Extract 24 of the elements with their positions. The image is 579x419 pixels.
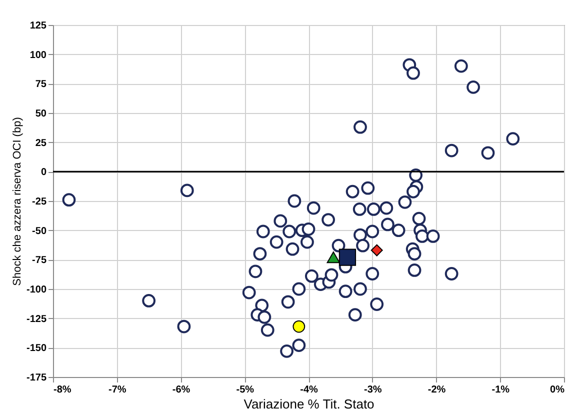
- y-tick-label: 0: [40, 167, 47, 178]
- x-tick-label: -7%: [108, 384, 126, 396]
- y-tick-label: -50: [32, 226, 47, 237]
- x-tick-label: -1%: [492, 384, 510, 396]
- x-tick-label: -4%: [300, 384, 318, 396]
- x-tick-label: -3%: [364, 384, 382, 396]
- x-tick-label: -5%: [236, 384, 254, 396]
- y-tick-label: -150: [26, 343, 47, 354]
- x-axis-title: Variazione % Tit. Stato: [244, 396, 374, 412]
- x-tick-label: -2%: [428, 384, 446, 396]
- y-tick-label: 75: [35, 79, 47, 90]
- y-tick-label: 50: [35, 108, 47, 120]
- x-tick-label: -8%: [54, 384, 72, 396]
- y-axis-title: Shock che azzera riserva OCI (bp): [11, 117, 24, 286]
- y-tick-label: -125: [26, 314, 47, 325]
- y-tick-label: 25: [35, 138, 47, 149]
- y-tick-label: -175: [26, 372, 47, 384]
- x-tick-label: 0%: [550, 384, 565, 396]
- y-tick-label: 100: [30, 50, 47, 61]
- y-tick-label: 125: [30, 20, 47, 32]
- y-tick-label: -25: [32, 196, 47, 208]
- y-tick-label: -100: [26, 284, 47, 296]
- x-tick-label: -6%: [172, 384, 190, 396]
- y-tick-label: -75: [32, 255, 47, 266]
